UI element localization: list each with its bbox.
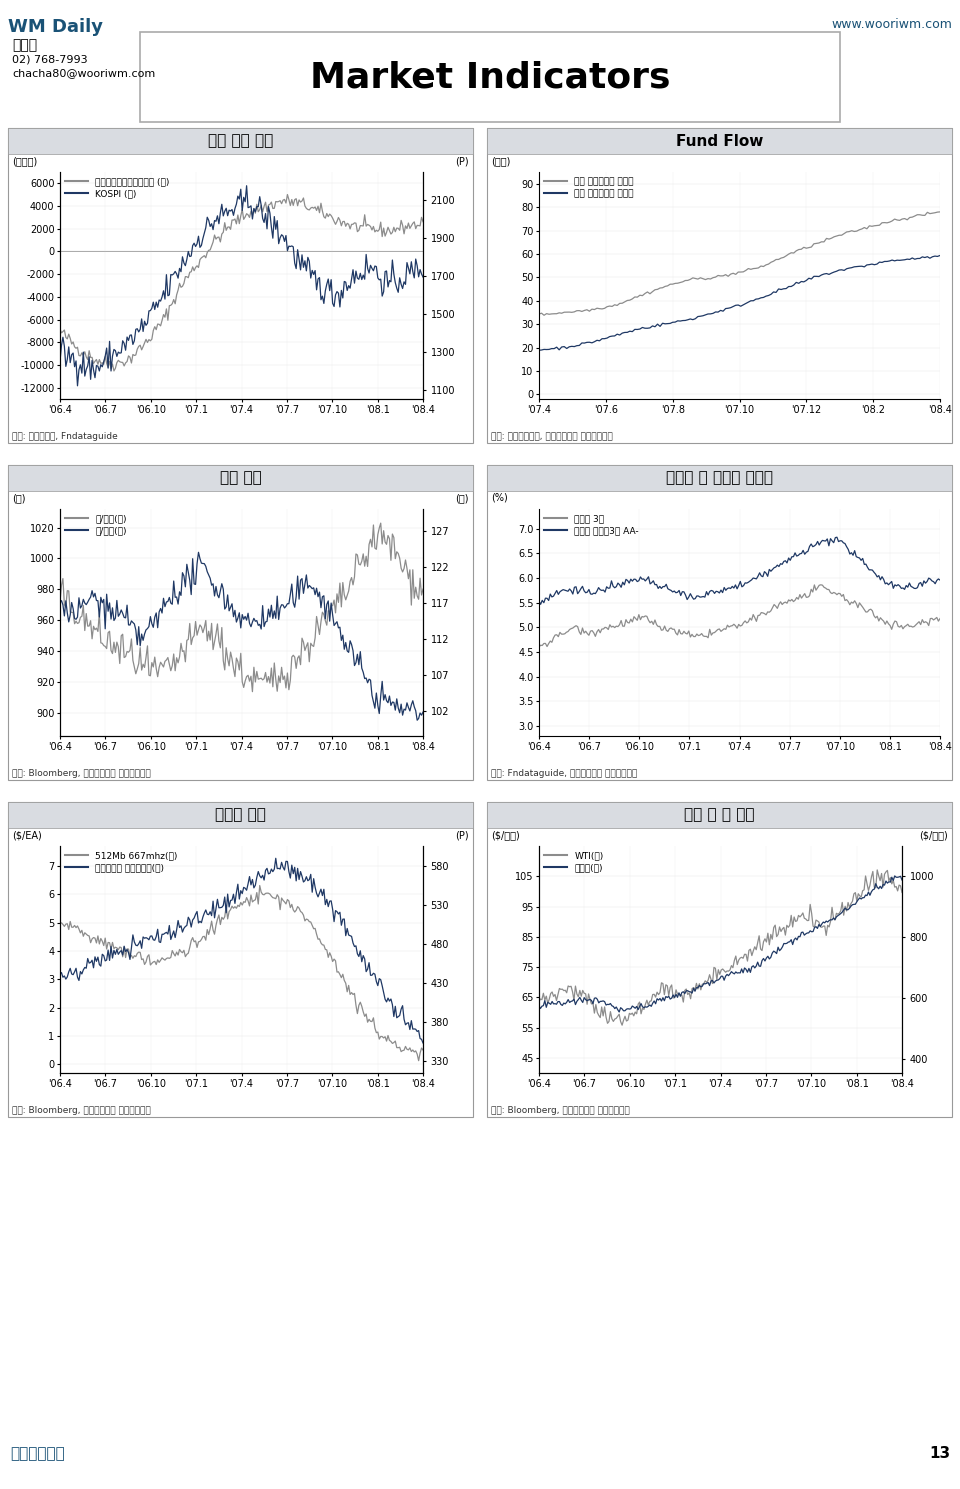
Text: Fund Flow: Fund Flow bbox=[676, 134, 763, 149]
Text: 자료: 증권업협회, Fndataguide: 자료: 증권업협회, Fndataguide bbox=[12, 432, 118, 441]
Text: 02) 768-7993: 02) 768-7993 bbox=[12, 54, 87, 64]
Legend: 실질고객에탁금증감누적 (좌), KOSPI (우): 실질고객에탁금증감누적 (좌), KOSPI (우) bbox=[61, 174, 173, 201]
Text: 13: 13 bbox=[929, 1446, 950, 1461]
Text: (엔): (엔) bbox=[455, 493, 469, 503]
Text: ($/배럴): ($/배럴) bbox=[491, 829, 519, 840]
Text: www.wooriwm.com: www.wooriwm.com bbox=[831, 18, 952, 31]
Text: 국고채 및 회사채 수익률: 국고채 및 회사채 수익률 bbox=[666, 471, 773, 485]
Text: 김정숙: 김정숙 bbox=[12, 39, 37, 52]
Text: (십억원): (십억원) bbox=[12, 156, 37, 165]
Text: WM Daily: WM Daily bbox=[8, 18, 103, 36]
Text: ($/온스): ($/온스) bbox=[920, 829, 948, 840]
Text: 자료: Fndataguide, 우리투자증권 투자전략센터: 자료: Fndataguide, 우리투자증권 투자전략센터 bbox=[491, 768, 637, 777]
Text: (P): (P) bbox=[455, 156, 469, 165]
Text: (P): (P) bbox=[455, 829, 469, 840]
Text: 반도체 가격: 반도체 가격 bbox=[215, 807, 266, 822]
Legend: 국내 주식형펀드 설정액, 해외 주식형펀드 설정액: 국내 주식형펀드 설정액, 해외 주식형펀드 설정액 bbox=[540, 174, 637, 201]
Text: (조원): (조원) bbox=[491, 156, 511, 165]
Text: 자료: Bloomberg, 우리투자증권 투자전략센터: 자료: Bloomberg, 우리투자증권 투자전략센터 bbox=[491, 1106, 630, 1115]
Text: chacha80@wooriwm.com: chacha80@wooriwm.com bbox=[12, 68, 156, 77]
Text: 증시 자금 추이: 증시 자금 추이 bbox=[208, 134, 274, 149]
Text: 자료: 자산운용협회, 우리투자증권 투자전략센터: 자료: 자산운용협회, 우리투자증권 투자전략센터 bbox=[491, 432, 612, 441]
Legend: WTI(좌), 금지수(우): WTI(좌), 금지수(우) bbox=[540, 847, 607, 876]
Text: 우리투자증권: 우리투자증권 bbox=[10, 1446, 64, 1461]
Text: 자료: Bloomberg, 우리투자증권 투자전략센터: 자료: Bloomberg, 우리투자증권 투자전략센터 bbox=[12, 768, 151, 777]
Text: Market Indicators: Market Indicators bbox=[310, 60, 670, 94]
Text: 환율 동향: 환율 동향 bbox=[220, 471, 261, 485]
Text: ($/EA): ($/EA) bbox=[12, 829, 41, 840]
Text: 자료: Bloomberg, 우리투자증권 투자전략센터: 자료: Bloomberg, 우리투자증권 투자전략센터 bbox=[12, 1106, 151, 1115]
Text: (원): (원) bbox=[12, 493, 26, 503]
Text: (%): (%) bbox=[491, 493, 508, 503]
Legend: 국고채 3년, 회사채 무보증3년 AA-: 국고채 3년, 회사채 무보증3년 AA- bbox=[540, 511, 642, 539]
Text: 원유 및 금 가격: 원유 및 금 가격 bbox=[684, 807, 755, 822]
Legend: 원/달러(좌), 엔/달러(우): 원/달러(좌), 엔/달러(우) bbox=[61, 511, 131, 539]
Legend: 512Mb 667mhz(좌), 필라델피아 반도체지수(우): 512Mb 667mhz(좌), 필라델피아 반도체지수(우) bbox=[61, 847, 181, 876]
